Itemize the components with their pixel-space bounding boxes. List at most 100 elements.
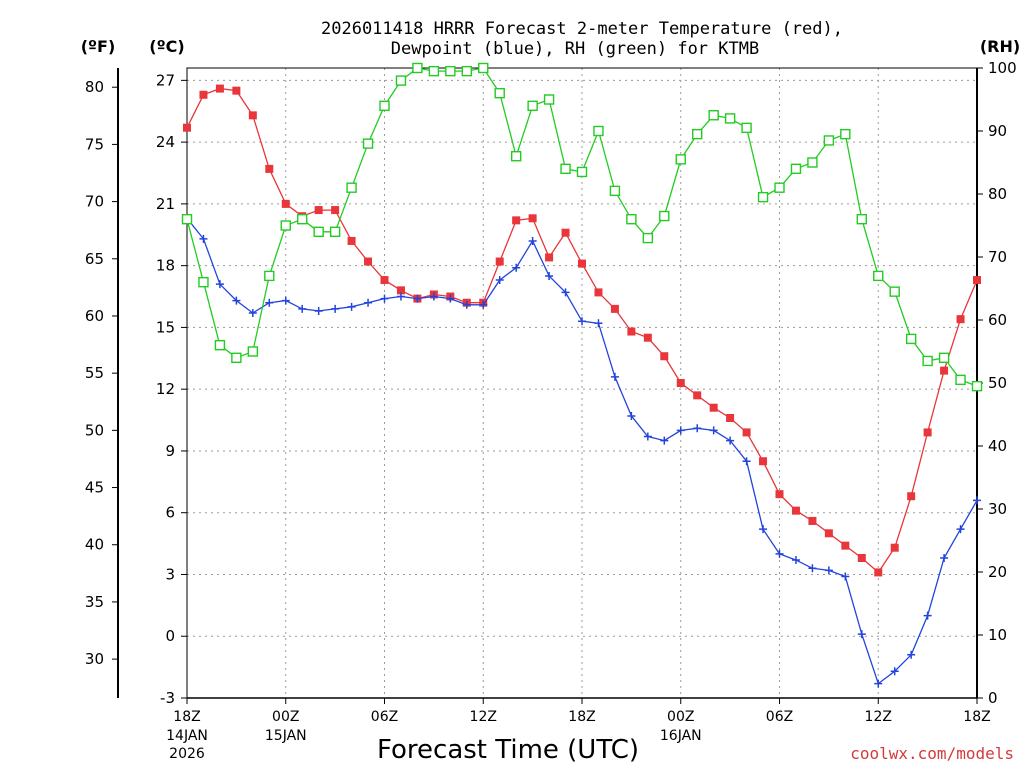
rh-point <box>181 213 193 225</box>
dewpoint-point <box>808 564 817 573</box>
temperature-point <box>923 428 932 437</box>
dewpoint-point <box>907 650 916 659</box>
dewpoint-point <box>956 525 965 534</box>
celsius-tick-label: 21 <box>156 195 175 213</box>
celsius-tick-label: 0 <box>165 627 175 645</box>
celsius-tick-label: 12 <box>156 380 175 398</box>
dewpoint-point <box>446 294 455 303</box>
dewpoint-point <box>265 298 274 307</box>
dewpoint-point <box>347 302 356 311</box>
rh-tick-label: 80 <box>988 185 1007 203</box>
dewpoint-point <box>232 296 241 305</box>
temperature-point <box>660 352 669 361</box>
rh-point <box>873 270 884 282</box>
rh-tick-label: 30 <box>988 500 1007 518</box>
fahrenheit-tick-label: 75 <box>85 135 104 153</box>
rh-point <box>510 150 522 162</box>
rh-point <box>264 270 275 282</box>
rh-point <box>856 213 867 225</box>
dewpoint-point <box>627 411 636 420</box>
rh-point <box>971 380 983 392</box>
dewpoint-point <box>545 271 554 280</box>
axes <box>112 67 983 704</box>
temperature-point <box>841 541 850 550</box>
dewpoint-point <box>364 298 373 307</box>
dewpoint-point <box>940 554 949 562</box>
dewpoint-point <box>413 294 422 303</box>
temperature-point <box>940 366 949 375</box>
temperature-point <box>495 257 504 266</box>
temperature-point <box>709 403 718 412</box>
rh-point <box>708 110 719 121</box>
rh-point <box>692 128 703 140</box>
rh-point <box>379 100 390 112</box>
dewpoint-point <box>495 276 504 285</box>
temperature-point <box>726 414 735 422</box>
rh-tick-label: 60 <box>988 311 1007 329</box>
dewpoint-point <box>380 294 389 303</box>
dewpoint-point <box>248 309 257 317</box>
x-tick-label: 00Z <box>272 709 299 725</box>
dewpoint-point <box>726 436 735 445</box>
temperature-point <box>199 90 208 99</box>
dewpoint-point <box>857 630 866 639</box>
rh-point <box>675 154 686 165</box>
temperature-point <box>907 492 916 501</box>
dewpoint-point <box>578 317 586 326</box>
x-tick-label: 18Z <box>568 709 595 725</box>
rh-point <box>543 94 555 105</box>
temperature-point <box>742 428 751 437</box>
dewpoint-point <box>429 292 438 301</box>
fahrenheit-tick-label: 65 <box>85 250 104 268</box>
dewpoint-point <box>923 611 932 620</box>
fahrenheit-tick-label: 35 <box>85 593 104 611</box>
x-tick-label: 00Z <box>667 709 694 725</box>
temperature-point <box>890 543 899 552</box>
temperature-point <box>627 327 636 336</box>
fahrenheit-tick-label: 45 <box>85 479 104 497</box>
dewpoint-point <box>742 457 751 466</box>
dewpoint-point <box>824 566 833 575</box>
celsius-tick-label: -3 <box>160 689 175 707</box>
rh-point <box>362 138 374 149</box>
rh-tick-label: 0 <box>988 689 998 707</box>
x-date-label: 14JAN <box>166 728 208 744</box>
dewpoint-point <box>199 234 208 243</box>
dewpoint-point <box>298 304 307 313</box>
temperature-point <box>561 228 570 237</box>
temperature-point <box>824 529 833 538</box>
x-axis-label: Forecast Time (UTC) <box>377 735 639 765</box>
rh-point <box>955 374 966 386</box>
x-tick-label: 06Z <box>766 709 793 725</box>
rh-point <box>757 191 769 203</box>
x-tick-label: 18Z <box>963 709 990 725</box>
rh-point <box>527 100 538 112</box>
celsius-tick-label: 15 <box>156 318 175 336</box>
temperature-point <box>808 516 817 525</box>
chart-title-line-2: Dewpoint (blue), RH (green) for KTMB <box>391 39 759 59</box>
dewpoint-point <box>528 236 537 245</box>
rh-point <box>642 232 654 244</box>
rh-point <box>231 352 242 363</box>
rh-point <box>790 163 802 175</box>
dewpoint-point <box>594 319 603 328</box>
dewpoint-point <box>759 525 768 534</box>
chart-title: 2026011418 HRRR Forecast 2-meter Tempera… <box>321 19 843 59</box>
dewpoint-point <box>874 679 883 688</box>
rh-point <box>428 65 440 77</box>
rh-point <box>560 163 571 175</box>
rh-point <box>313 226 324 238</box>
x-tick-label: 12Z <box>865 709 892 725</box>
rh-point <box>445 65 456 77</box>
rh-point <box>576 166 588 178</box>
rh-point <box>774 182 785 193</box>
fahrenheit-tick-label: 50 <box>85 421 104 439</box>
dewpoint-point <box>973 496 981 505</box>
temperature-point <box>512 216 521 225</box>
rh-point <box>412 62 423 74</box>
temperature-point <box>578 259 586 268</box>
temperature-point <box>775 490 784 499</box>
dewpoint-point <box>643 432 652 441</box>
temperature-point <box>693 391 702 400</box>
temperature-point <box>973 276 981 285</box>
